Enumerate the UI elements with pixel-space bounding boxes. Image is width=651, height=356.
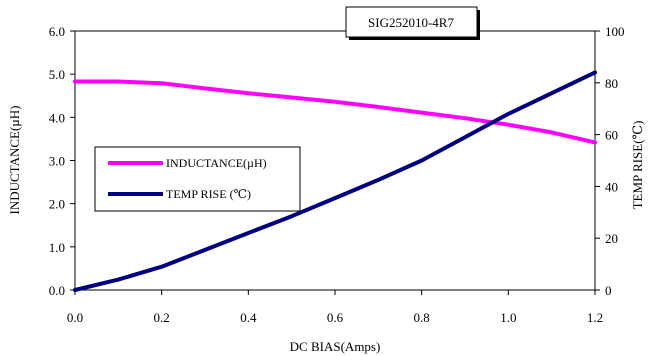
x-tick-label: 0.2 — [154, 310, 170, 325]
x-tick-label: 0.0 — [67, 310, 83, 325]
y-tick-label: 6.0 — [49, 24, 65, 39]
x-axis-ticks: 0.0 0.2 0.4 0.6 0.8 1.0 1.2 — [67, 290, 603, 325]
y-tick-label: 0.0 — [49, 283, 65, 298]
legend-label-temp-rise: TEMP RISE (℃) — [166, 187, 251, 201]
x-tick-label: 1.0 — [500, 310, 516, 325]
legend-label-inductance: INDUCTANCE(µH) — [166, 156, 267, 170]
y2-axis-label: TEMP RISE(℃) — [630, 121, 645, 210]
title-box — [345, 6, 478, 38]
y-tick-label: 4.0 — [49, 110, 65, 125]
series-line-temp-rise — [73, 70, 597, 292]
series-layer — [73, 70, 597, 292]
y-axis-label: INDUCTANCE(µH) — [7, 106, 22, 215]
chart-title: SIG252010-4R7 — [368, 15, 454, 30]
y2-tick-label: 100 — [605, 24, 625, 39]
x-tick-label: 0.4 — [240, 310, 257, 325]
y2-tick-label: 40 — [605, 179, 618, 194]
y2-tick-label: 80 — [605, 76, 618, 91]
x-tick-label: 1.2 — [587, 310, 603, 325]
y-tick-label: 5.0 — [49, 67, 65, 82]
y-tick-label: 3.0 — [49, 154, 65, 169]
y-tick-label: 2.0 — [49, 197, 65, 212]
legend-box — [94, 146, 301, 212]
y-axis-ticks: 0.0 1.0 2.0 3.0 4.0 5.0 6.0 — [49, 24, 75, 298]
x-tick-label: 0.6 — [327, 310, 344, 325]
y-tick-label: 1.0 — [49, 240, 65, 255]
y2-tick-label: 20 — [605, 231, 618, 246]
y2-tick-label: 0 — [605, 283, 612, 298]
y2-tick-label: 60 — [605, 128, 618, 143]
series-line-inductance — [73, 79, 597, 145]
x-tick-label: 0.8 — [414, 310, 430, 325]
y2-axis-ticks: 0 20 40 60 80 100 — [595, 24, 625, 298]
x-axis-label: DC BIAS(Amps) — [290, 339, 381, 354]
